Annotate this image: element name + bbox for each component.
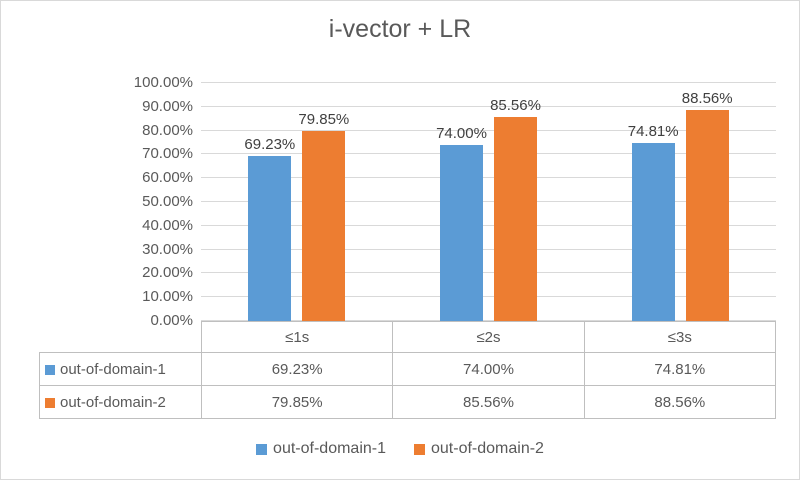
- bar-out-of-domain-1: 69.23%: [244, 136, 295, 321]
- data-label: 69.23%: [244, 136, 296, 154]
- gridline: [201, 177, 776, 179]
- gridline: [201, 201, 776, 202]
- bar-out-of-domain-1: 74.00%: [436, 125, 487, 321]
- bar-group-1: 69.23% 79.85%: [201, 83, 393, 321]
- gridline: [201, 320, 776, 321]
- category-header: ≤2s: [392, 321, 585, 353]
- series-name: out-of-domain-2: [60, 393, 166, 411]
- bar-group-3: 74.81% 88.56%: [584, 83, 776, 321]
- table-row: out-of-domain-1 69.23% 74.00% 74.81%: [39, 352, 777, 386]
- gridline: [201, 82, 776, 83]
- data-label: 85.56%: [490, 97, 541, 115]
- chart-title: i-vector + LR: [328, 15, 472, 43]
- y-tick-label: 30.00%: [142, 240, 193, 258]
- legend-label: out-of-domain-1: [273, 440, 386, 457]
- y-tick-label: 20.00%: [142, 264, 193, 282]
- gridline: [201, 272, 776, 274]
- y-tick-label: 0.00%: [150, 312, 193, 329]
- table-row: out-of-domain-2 79.85% 85.56% 88.56%: [39, 385, 777, 419]
- gridline: [201, 105, 776, 107]
- y-tick-label: 10.00%: [142, 288, 193, 306]
- series-key-icon: [45, 397, 55, 408]
- table-cell-value: 74.81%: [583, 352, 777, 386]
- legend-item-out-of-domain-1: out-of-domain-1: [256, 440, 386, 458]
- gridline: [201, 129, 776, 131]
- table-row-header: out-of-domain-1: [39, 352, 202, 386]
- y-tick-label: 100.00%: [133, 74, 193, 91]
- bar-out-of-domain-2: 79.85%: [298, 111, 349, 321]
- table-corner-cell: [40, 322, 202, 353]
- table-cell-value: 69.23%: [200, 352, 394, 386]
- gridline: [201, 224, 776, 226]
- gridline: [201, 296, 776, 298]
- data-table: ≤1s ≤2s ≤3s out-of-domain-1 69.23% 74.00…: [39, 321, 777, 419]
- series-key-icon: [45, 364, 55, 375]
- bar-groups: 69.23% 79.85% 74.00% 85.56% 74.81%: [201, 83, 776, 321]
- table-cell-value: 88.56%: [583, 385, 777, 419]
- bar-out-of-domain-2: 88.56%: [682, 90, 733, 321]
- legend-swatch-icon: [414, 443, 425, 455]
- gridline: [201, 248, 776, 250]
- legend-swatch-icon: [256, 443, 268, 455]
- plot-area: 69.23% 79.85% 74.00% 85.56% 74.81%: [201, 82, 776, 321]
- table-cell-value: 74.00%: [392, 352, 585, 386]
- legend: out-of-domain-1 out-of-domain-2: [1, 438, 799, 460]
- data-label: 88.56%: [681, 90, 733, 108]
- table-cell-value: 85.56%: [392, 385, 585, 419]
- category-header: ≤1s: [200, 321, 394, 353]
- data-label: 74.81%: [627, 122, 679, 140]
- y-tick-label: 70.00%: [142, 145, 193, 163]
- data-label: 74.00%: [436, 124, 487, 142]
- y-tick-label: 40.00%: [142, 216, 193, 234]
- y-tick-label: 60.00%: [142, 169, 193, 187]
- y-axis-labels: 0.00% 10.00% 20.00% 30.00% 40.00% 50.00% 60.00…: [1, 74, 193, 329]
- category-header: ≤3s: [583, 321, 777, 353]
- bar-group-2: 74.00% 85.56%: [393, 83, 585, 321]
- legend-item-out-of-domain-2: out-of-domain-2: [414, 440, 544, 458]
- bar-out-of-domain-1: 74.81%: [628, 123, 679, 321]
- table-row-header: out-of-domain-2: [39, 385, 202, 419]
- data-label: 79.85%: [298, 110, 350, 128]
- bar-out-of-domain-2: 85.56%: [490, 97, 541, 321]
- y-tick-label: 90.00%: [142, 97, 193, 115]
- gridline: [201, 153, 776, 155]
- y-tick-label: 50.00%: [142, 193, 193, 210]
- y-tick-label: 80.00%: [142, 121, 193, 139]
- legend-label: out-of-domain-2: [431, 440, 544, 457]
- series-name: out-of-domain-1: [60, 360, 166, 378]
- table-cell-value: 79.85%: [200, 385, 394, 419]
